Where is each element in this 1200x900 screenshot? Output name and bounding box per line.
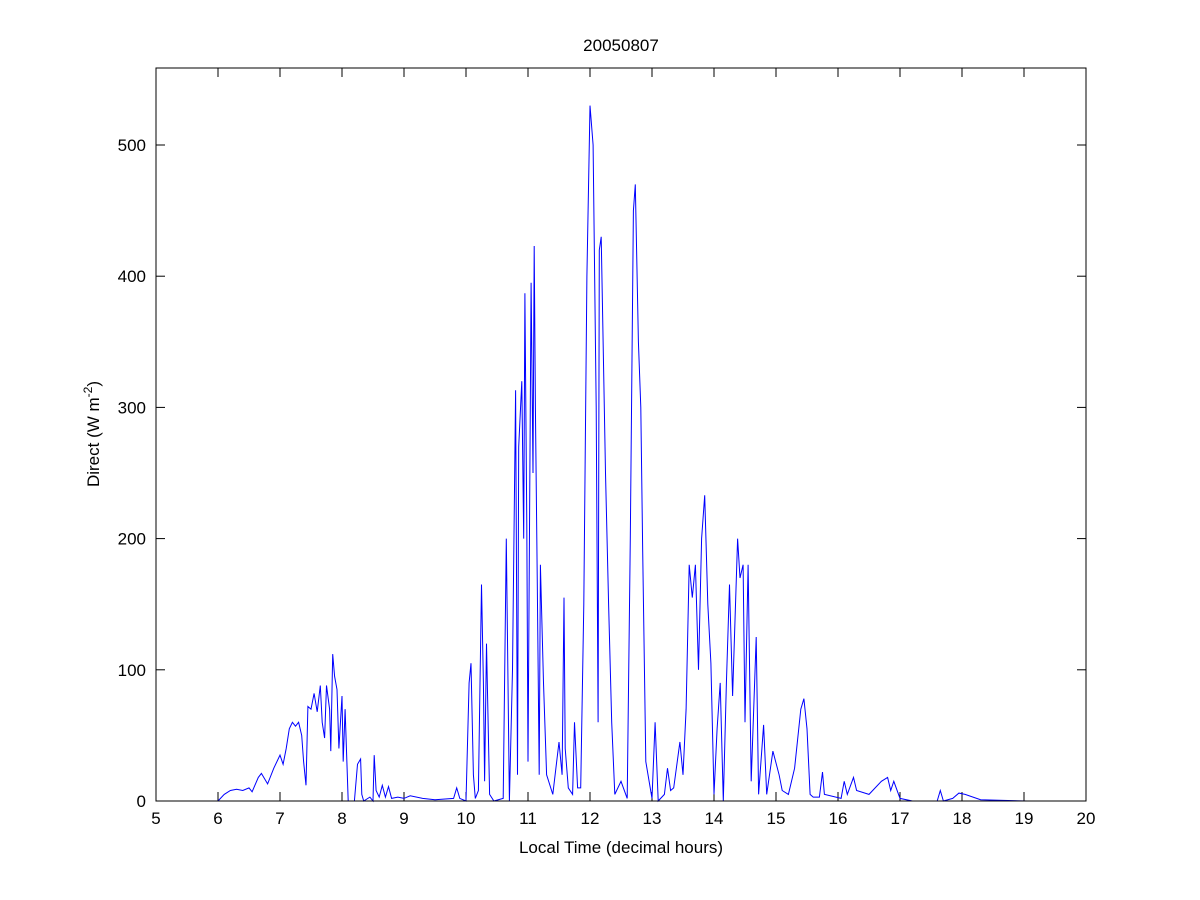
x-tick-label: 18: [953, 809, 972, 828]
x-tick-label: 19: [1015, 809, 1034, 828]
x-tick-label: 17: [891, 809, 910, 828]
x-tick-label: 6: [213, 809, 222, 828]
y-tick-label: 400: [118, 267, 146, 286]
x-tick-label: 7: [275, 809, 284, 828]
x-tick-label: 16: [829, 809, 848, 828]
y-tick-label: 100: [118, 661, 146, 680]
ticks: 5 6 7 8 9 10 11 12 13 14 15 16 17 18 19 200100200300400…: [118, 68, 1096, 828]
x-tick-label: 14: [705, 809, 724, 828]
series-line: [180, 105, 1028, 803]
x-tick-label: 10: [457, 809, 476, 828]
x-tick-label: 20: [1077, 809, 1096, 828]
x-tick-label: 11: [519, 809, 537, 828]
x-tick-label: 9: [399, 809, 408, 828]
y-axis-label: Direct (W m-2): [81, 381, 103, 487]
chart-title: 20050807: [583, 36, 659, 55]
x-tick-label: 13: [643, 809, 662, 828]
y-tick-label: 0: [137, 792, 146, 811]
y-label-sup: -2: [81, 386, 95, 397]
x-tick-label: 15: [767, 809, 786, 828]
plot-area: [156, 68, 1086, 801]
y-label-close: ): [84, 381, 103, 387]
x-tick-label: 12: [581, 809, 600, 828]
x-tick-label: 8: [337, 809, 346, 828]
series: [180, 105, 1028, 803]
y-label-main: Direct (W m: [84, 397, 103, 487]
x-tick-label: 5: [151, 809, 160, 828]
x-axis-label: Local Time (decimal hours): [519, 838, 723, 857]
y-tick-label: 500: [118, 136, 146, 155]
y-tick-label: 200: [118, 530, 146, 549]
y-tick-label: 300: [118, 398, 146, 417]
axes-box: [155, 67, 1087, 802]
